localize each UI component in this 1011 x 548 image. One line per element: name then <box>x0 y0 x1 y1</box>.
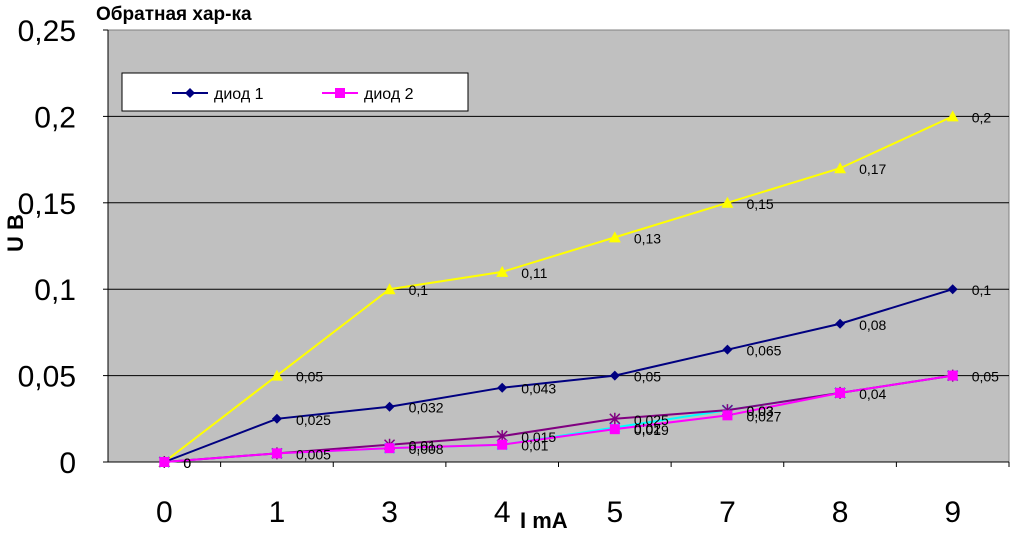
series-1-data-label-4: 0,05 <box>634 369 661 385</box>
series-1-point-2 <box>384 401 395 412</box>
x-tick-label-0: 0 <box>156 496 173 529</box>
series-1-data-label-7: 0,1 <box>972 282 992 298</box>
series-4-data-label-1: 0,005 <box>296 446 331 462</box>
series-0-point-5 <box>721 196 734 208</box>
x-tick-label-2: 3 <box>381 496 398 529</box>
series-0-data-label-7: 0,2 <box>972 109 992 125</box>
series-4-point-1 <box>271 448 282 459</box>
series-4-point-0 <box>159 457 170 467</box>
y-tick-label-4: 0,2 <box>34 101 76 134</box>
series-line-4 <box>164 374 953 463</box>
series-1-point-3 <box>497 382 508 393</box>
series-0-point-4 <box>608 231 621 243</box>
series-1-data-label-2: 0,032 <box>409 400 444 416</box>
y-tick-label-2: 0,1 <box>34 274 76 307</box>
x-tick-label-6: 8 <box>832 496 849 529</box>
y-axis-label: U B <box>3 214 28 252</box>
series-4-data-label-7: 0,05 <box>972 369 999 385</box>
series-1-data-label-5: 0,065 <box>746 343 781 359</box>
series-1-point-4 <box>609 370 620 381</box>
series-0-data-label-4: 0,13 <box>634 230 661 246</box>
series-0-data-label-6: 0,17 <box>859 161 886 177</box>
series-1-point-7 <box>947 284 958 295</box>
series-4-data-label-6: 0,04 <box>859 386 886 402</box>
series-3-point-4 <box>609 412 621 425</box>
series-4-point-6 <box>835 387 846 398</box>
series-0-data-label-3: 0,11 <box>521 265 547 281</box>
series-1-data-label-3: 0,043 <box>521 381 556 397</box>
series-4-data-label-4: 0,019 <box>634 422 669 438</box>
y-tick-label-5: 0,25 <box>18 15 76 48</box>
series-1-point-1 <box>271 413 282 424</box>
y-tick-label-3: 0,15 <box>18 188 76 221</box>
series-3-data-label-4: 0,025 <box>634 412 669 428</box>
series-1-point-5 <box>722 344 733 355</box>
series-4-data-label-2: 0,008 <box>409 441 444 457</box>
series-0-point-3 <box>496 265 509 277</box>
series-4-point-4 <box>609 424 620 435</box>
series-4-point-5 <box>722 410 733 421</box>
y-tick-label-0: 0 <box>59 447 76 480</box>
series-3-data-label-3: 0,015 <box>521 429 556 445</box>
series-1-data-label-1: 0,025 <box>296 412 331 428</box>
legend-label-1: диод 2 <box>364 86 414 103</box>
legend-label-0: диод 1 <box>214 86 264 103</box>
series-0-point-6 <box>834 162 847 174</box>
series-4-point-3 <box>497 439 508 450</box>
series-0-point-2 <box>383 283 396 295</box>
series-3-data-label-5: 0,03 <box>746 403 773 419</box>
series-0-data-label-5: 0,15 <box>746 196 773 212</box>
series-0-data-label-0: 0 <box>183 455 191 471</box>
legend-marker-0 <box>185 88 195 98</box>
legend-marker-1 <box>335 88 345 98</box>
series-4-data-label-3: 0,01 <box>521 438 548 454</box>
x-tick-label-3: 4 <box>494 496 511 529</box>
series-0-point-7 <box>946 110 959 122</box>
series-1-point-6 <box>835 318 846 329</box>
series-0-data-label-1: 0,05 <box>296 369 323 385</box>
x-tick-label-5: 7 <box>719 496 736 529</box>
x-axis-label: I mA <box>520 508 568 533</box>
series-4-data-label-5: 0,027 <box>746 408 781 424</box>
series-line-1 <box>163 288 953 463</box>
series-2-data-label-5: 0,03 <box>746 403 773 419</box>
series-3-data-label-2: 0,01 <box>409 438 436 454</box>
series-line-0 <box>163 115 954 463</box>
series-0-data-label-2: 0,1 <box>409 282 429 298</box>
y-tick-label-1: 0,05 <box>18 361 76 394</box>
x-tick-label-4: 5 <box>606 496 623 529</box>
series-4-point-2 <box>384 443 395 454</box>
series-1-data-label-6: 0,08 <box>859 317 886 333</box>
series-4-point-7 <box>947 370 958 381</box>
series-2-data-label-4: 0,02 <box>634 420 661 436</box>
chart-title: Обратная хар-ка <box>96 4 252 25</box>
x-tick-label-1: 1 <box>269 496 286 529</box>
series-0-point-1 <box>270 369 283 381</box>
series-1-data-label-0: 0 <box>183 455 191 471</box>
x-tick-label-7: 9 <box>944 496 961 529</box>
